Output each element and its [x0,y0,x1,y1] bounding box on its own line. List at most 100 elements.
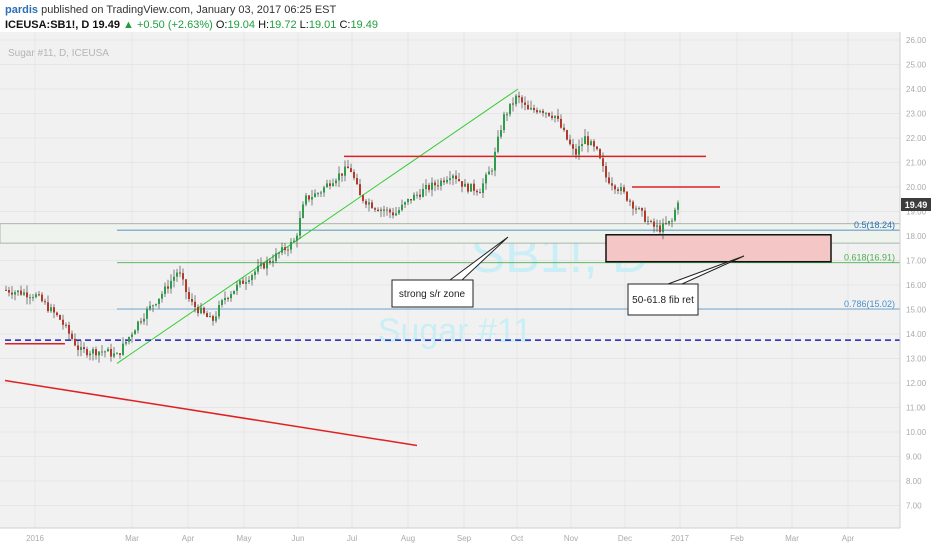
candle-body [14,292,16,295]
time-tick-label: Feb [730,534,744,543]
candle-body [77,345,79,350]
candle-body [650,220,652,222]
candle-body [98,351,100,356]
candle-body [326,183,328,188]
candle-body [131,334,133,337]
fib-label-1: 0.618(16.91) [844,253,895,263]
high-label: H: [258,19,270,31]
ohlc-line: ICEUSA:SB1!, D 19.49 ▲ +0.50 (+2.63%) O:… [5,19,378,31]
candle-body [302,204,304,218]
candle-body [248,280,250,282]
candle-body [386,209,388,211]
candle-body [206,313,208,318]
candle-body [509,103,511,115]
candle-body [533,107,535,111]
candle-body [578,146,580,155]
candle-body [179,272,181,274]
candle-body [389,209,391,213]
candle-body [254,271,256,276]
candle-body [140,321,142,323]
publish-info: published on TradingView.com, January 03… [41,4,337,16]
candle-body [413,194,415,201]
time-tick-label: Nov [564,534,578,543]
candle-body [230,294,232,299]
candle-body [86,349,88,356]
candle-body [554,115,556,118]
candle-body [455,175,457,180]
candle-body [674,209,676,221]
time-tick-label: Jul [347,534,357,543]
candle-body [617,189,619,191]
time-tick-label: Mar [125,534,139,543]
candle-body [641,208,643,211]
candle-body [5,289,7,291]
candle-body [665,223,667,225]
candle-body [182,273,184,280]
candle-body [599,149,601,159]
candle-body [143,318,145,322]
price-chart[interactable]: SB1!, D Sugar #11 Sugar #11, D, ICEUSA 0… [0,32,932,550]
candle-body [593,141,595,147]
price-tick-label: 22.00 [906,134,927,143]
candle-body [611,183,613,186]
candle-body [605,166,607,178]
price-tick-label: 25.00 [906,61,927,70]
price-tick-label: 7.00 [906,502,922,511]
candle-body [374,208,376,210]
candle-body [428,184,430,190]
close-label: C: [339,19,351,31]
candle-body [398,210,400,214]
candle-body [410,199,412,201]
candle-body [590,141,592,146]
price-tick-label: 12.00 [906,379,927,388]
time-tick-label: Dec [618,534,632,543]
candle-body [275,253,277,262]
candle-body [383,209,385,211]
candle-body [116,353,118,355]
candle-body [620,187,622,191]
candle-body [416,194,418,196]
candle-body [83,347,85,350]
candle-body [104,351,106,353]
candle-body [527,104,529,110]
candle-body [380,209,382,212]
high-value: 19.72 [269,19,297,31]
candle-body [257,266,259,272]
price-change: ▲ +0.50 (+2.63%) [123,19,213,31]
close-value: 19.49 [350,19,378,31]
candle-body [281,247,283,253]
author-name[interactable]: pardis [5,4,39,16]
candle-body [23,292,25,295]
candle-body [218,305,220,317]
candle-body [329,183,331,186]
candle-body [239,280,241,285]
time-tick-label: Jun [292,534,305,543]
candle-body [587,136,589,146]
candle-body [638,208,640,210]
candle-body [101,351,103,353]
candle-body [584,136,586,145]
candle-body [89,353,91,356]
open-label: O: [215,19,228,31]
drawings: 0.5(18.24) 0.618(16.91) 0.786(15.02) [0,88,901,447]
price-axis[interactable]: 26.00 25.00 24.00 23.00 22.00 21.00 20.00 19.00… [899,32,927,528]
candle-body [176,272,178,277]
candle-body [158,298,160,305]
candle-body [545,112,547,114]
candle-body [65,324,67,326]
last-price-label: 19.49 [905,200,928,210]
candle-body [497,136,499,152]
time-axis[interactable]: 2016 Mar Apr May Jun Jul Aug Sep Oct Nov Dec 2017 Fe… [0,527,900,543]
candle-body [323,187,325,193]
candle-body [575,148,577,155]
candle-body [482,183,484,193]
candle-body [122,343,124,355]
candle-body [305,195,307,205]
annotation-sr-zone: strong s/r zone [399,289,466,300]
candle-body [260,263,262,267]
watermark-name: Sugar #11 [378,312,532,350]
candle-body [581,144,583,147]
candle-body [62,319,64,325]
candle-body [440,180,442,186]
candle-body [236,284,238,291]
